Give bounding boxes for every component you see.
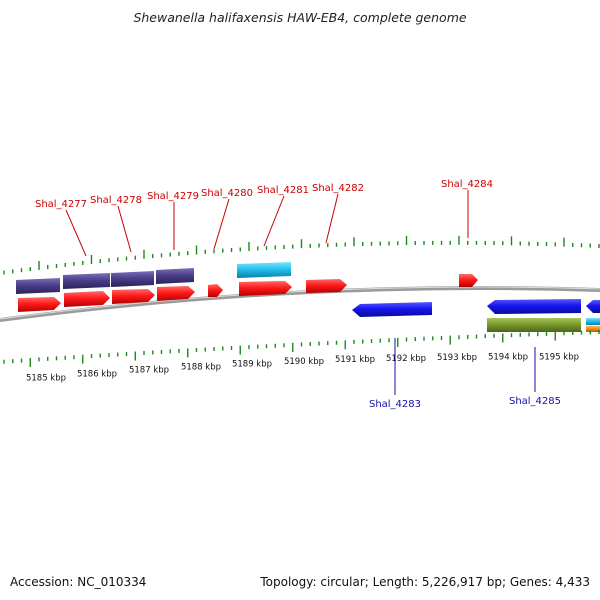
scale-label: 5195 kbp xyxy=(539,353,579,363)
scale-label: 5187 kbp xyxy=(129,366,169,376)
reverse-cds-row xyxy=(352,299,600,332)
forward-cds-row-lower xyxy=(18,274,478,312)
gene-label-leader xyxy=(213,198,230,250)
gene-label-shal_4277[interactable]: Shal_4277 xyxy=(35,199,87,210)
gene-label-shal_4284[interactable]: Shal_4284 xyxy=(441,179,493,190)
scale-label: 5186 kbp xyxy=(77,369,117,379)
scale-label: 5190 kbp xyxy=(284,357,324,367)
cds-olive-1[interactable] xyxy=(487,318,581,332)
scale-label: 5191 kbp xyxy=(335,355,375,365)
outer-scale-ticks xyxy=(3,235,600,275)
scale-label: 5193 kbp xyxy=(437,353,477,363)
scale-label: 5185 kbp xyxy=(26,374,66,384)
gene-label-shal_4282[interactable]: Shal_4282 xyxy=(312,183,364,194)
scale-label: 5189 kbp xyxy=(232,359,272,369)
cds-red-4279[interactable] xyxy=(112,289,155,304)
forward-cds-row-upper xyxy=(16,262,291,294)
gene-label-leader xyxy=(325,193,339,244)
cds-red-4280[interactable] xyxy=(208,284,223,297)
cds-cyan-1[interactable] xyxy=(237,262,291,278)
gene-label-shal_4279[interactable]: Shal_4279 xyxy=(147,191,199,202)
cds-purple-1[interactable] xyxy=(16,278,60,294)
gene-label-leader xyxy=(65,209,87,257)
gene-label-shal_4281[interactable]: Shal_4281 xyxy=(257,185,309,196)
gene-label-leader xyxy=(263,195,285,247)
scale-label: 5188 kbp xyxy=(181,362,221,372)
cds-purple-4[interactable] xyxy=(156,268,194,284)
inner-scale-ticks xyxy=(3,330,600,368)
scale-label: 5192 kbp xyxy=(386,354,426,364)
scale-label: 5194 kbp xyxy=(488,353,528,363)
cds-cyan-2[interactable] xyxy=(586,318,600,325)
cds-red-4279b[interactable] xyxy=(157,286,195,301)
cds-red-4277[interactable] xyxy=(18,297,61,312)
cds-blue-4283[interactable] xyxy=(352,302,432,317)
cds-red-4282[interactable] xyxy=(306,279,347,293)
gene-label-shal_4278[interactable]: Shal_4278 xyxy=(90,195,142,206)
scale-labels: 5185 kbp 5186 kbp 5187 kbp 5188 kbp 5189 kbp… xyxy=(26,353,579,384)
gene-label-leader xyxy=(117,205,132,253)
genome-backbone xyxy=(0,286,600,322)
cds-purple-2[interactable] xyxy=(63,273,110,289)
gene-labels: Shal_4277 Shal_4278 Shal_4279 Shal_4280 Shal… xyxy=(35,179,561,410)
cds-blue-edge[interactable] xyxy=(586,300,600,313)
genome-summary-text: Topology: circular; Length: 5,226,917 bp… xyxy=(260,575,590,589)
gene-label-shal_4285[interactable]: Shal_4285 xyxy=(509,396,561,407)
gene-label-shal_4280[interactable]: Shal_4280 xyxy=(201,188,253,199)
cds-red-4284[interactable] xyxy=(459,274,478,287)
cds-red-4281[interactable] xyxy=(239,281,292,296)
gene-label-shal_4283[interactable]: Shal_4283 xyxy=(369,399,421,410)
accession-text: Accession: NC_010334 xyxy=(10,575,147,589)
genome-title: Shewanella halifaxensis HAW-EB4, complet… xyxy=(133,10,467,25)
genome-backbone-highlight xyxy=(0,286,600,320)
cds-purple-3[interactable] xyxy=(111,271,154,287)
cds-blue-4285[interactable] xyxy=(487,299,581,314)
cds-orange-1[interactable] xyxy=(586,326,600,332)
cds-red-4278[interactable] xyxy=(64,291,110,307)
